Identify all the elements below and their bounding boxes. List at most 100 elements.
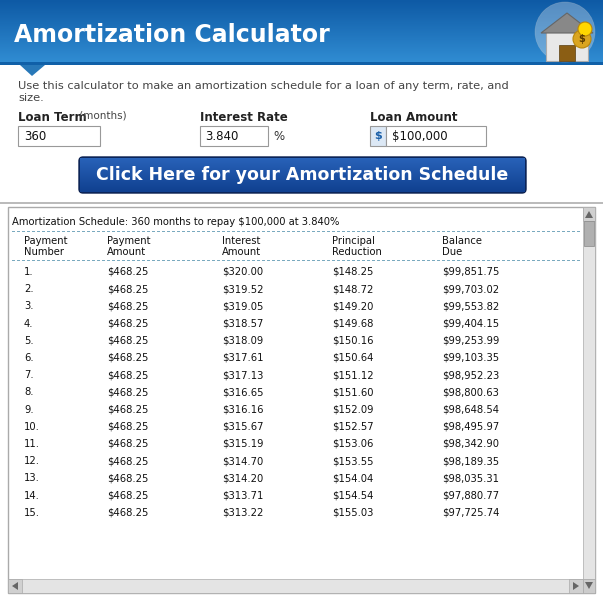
Bar — [322, 231, 325, 232]
Bar — [187, 260, 190, 261]
Bar — [497, 260, 500, 261]
Text: size.: size. — [18, 93, 44, 103]
Bar — [0, 21, 603, 22]
Text: $468.25: $468.25 — [107, 370, 148, 380]
Polygon shape — [12, 582, 18, 590]
Bar — [362, 260, 365, 261]
Bar — [477, 231, 480, 232]
Bar — [0, 40, 603, 41]
Bar — [80, 186, 525, 187]
Bar — [80, 177, 525, 178]
Bar — [342, 231, 345, 232]
Bar — [80, 162, 525, 163]
Bar — [82, 260, 85, 261]
Bar — [137, 260, 140, 261]
Polygon shape — [573, 582, 579, 590]
Bar — [584, 221, 594, 246]
Bar — [437, 231, 440, 232]
Bar — [0, 41, 603, 42]
Bar — [0, 37, 603, 38]
Bar — [0, 59, 603, 60]
Bar — [487, 260, 490, 261]
Text: $148.72: $148.72 — [332, 284, 373, 294]
Bar — [267, 231, 270, 232]
Text: $320.00: $320.00 — [222, 267, 263, 277]
Text: $99,851.75: $99,851.75 — [442, 267, 499, 277]
Bar — [357, 231, 360, 232]
Bar — [432, 260, 435, 261]
Bar — [452, 231, 455, 232]
Bar — [367, 260, 370, 261]
Bar — [532, 260, 535, 261]
Bar — [547, 260, 550, 261]
Bar — [80, 181, 525, 182]
Text: 13.: 13. — [24, 474, 40, 483]
Text: $148.25: $148.25 — [332, 267, 373, 277]
Bar — [0, 54, 603, 55]
Bar — [18, 126, 100, 146]
Text: $151.12: $151.12 — [332, 370, 374, 380]
Text: Reduction: Reduction — [332, 247, 382, 257]
Bar — [507, 260, 510, 261]
Bar — [572, 260, 575, 261]
Bar — [437, 260, 440, 261]
Text: $149.68: $149.68 — [332, 319, 373, 328]
Bar — [382, 260, 385, 261]
Circle shape — [573, 30, 591, 48]
Text: $468.25: $468.25 — [107, 388, 148, 398]
Bar — [452, 260, 455, 261]
Bar — [177, 231, 180, 232]
Bar — [242, 260, 245, 261]
Text: $153.06: $153.06 — [332, 439, 373, 449]
Bar — [312, 260, 315, 261]
Bar — [367, 231, 370, 232]
Bar — [0, 51, 603, 52]
Bar — [287, 260, 290, 261]
Bar — [387, 231, 390, 232]
Bar — [152, 260, 155, 261]
Text: $316.16: $316.16 — [222, 405, 264, 414]
Bar — [512, 231, 515, 232]
Text: $468.25: $468.25 — [107, 301, 148, 312]
Bar — [27, 231, 30, 232]
Bar — [0, 15, 603, 16]
Bar — [112, 231, 115, 232]
Bar — [112, 260, 115, 261]
Bar — [80, 159, 525, 160]
Text: 15.: 15. — [24, 508, 40, 518]
Text: $468.25: $468.25 — [107, 474, 148, 483]
Bar — [546, 31, 588, 61]
Bar — [327, 260, 330, 261]
Bar — [392, 231, 395, 232]
Text: $315.67: $315.67 — [222, 422, 264, 432]
Bar — [257, 231, 260, 232]
Bar — [247, 231, 250, 232]
Bar — [0, 62, 603, 65]
Bar — [252, 231, 255, 232]
Bar — [487, 231, 490, 232]
Bar — [0, 53, 603, 54]
Bar — [162, 260, 165, 261]
Bar — [0, 29, 603, 30]
Text: (months): (months) — [76, 111, 127, 121]
Bar — [0, 20, 603, 21]
Text: $319.52: $319.52 — [222, 284, 264, 294]
Bar — [0, 46, 603, 47]
Bar — [472, 260, 475, 261]
Bar — [397, 231, 400, 232]
Bar — [562, 231, 565, 232]
Bar — [32, 231, 35, 232]
Text: 5.: 5. — [24, 336, 34, 346]
Bar — [0, 31, 603, 32]
Bar — [80, 169, 525, 170]
Bar — [347, 260, 350, 261]
Bar — [212, 231, 215, 232]
Bar — [352, 260, 355, 261]
Bar — [352, 231, 355, 232]
Bar — [197, 260, 200, 261]
Bar — [162, 231, 165, 232]
Bar — [577, 231, 580, 232]
Bar — [132, 260, 135, 261]
Bar — [227, 231, 230, 232]
Bar — [583, 207, 595, 221]
